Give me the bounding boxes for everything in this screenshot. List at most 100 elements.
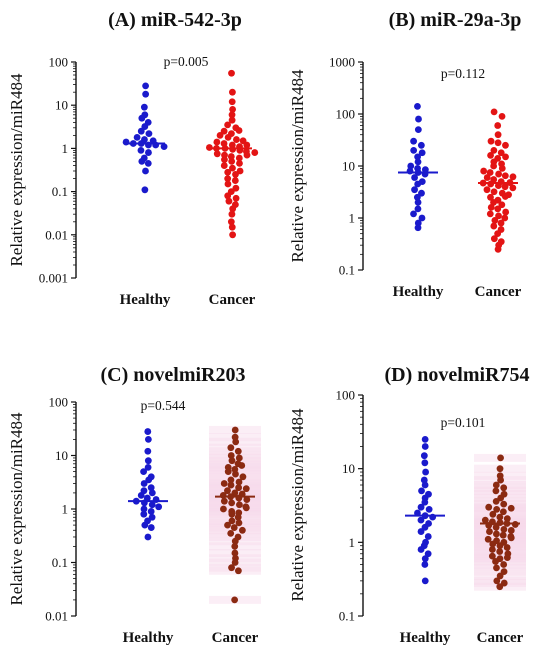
point-shadow (474, 497, 526, 506)
point-shadow (209, 481, 261, 490)
data-point-cancer (229, 105, 236, 113)
data-point-cancer (496, 465, 504, 473)
data-point-healthy (138, 158, 146, 165)
data-point-cancer (500, 525, 508, 533)
data-point-cancer (499, 508, 507, 516)
data-point-healthy (147, 524, 155, 531)
data-point-healthy (147, 508, 155, 515)
data-point-cancer (227, 529, 235, 537)
point-shadow (474, 535, 526, 544)
data-point-healthy (418, 189, 425, 197)
point-shadow (474, 567, 526, 576)
point-shadow (474, 533, 526, 542)
data-point-healthy (155, 503, 163, 511)
data-point-cancer (234, 567, 242, 575)
point-shadow (474, 536, 526, 545)
data-point-cancer (224, 121, 232, 129)
data-point-cancer (493, 505, 501, 513)
data-point-cancer (493, 530, 500, 538)
data-point-cancer (487, 137, 495, 145)
data-point-healthy (417, 503, 425, 511)
data-point-cancer (235, 154, 243, 162)
y-tick-label: 10 (342, 159, 355, 174)
y-axis-label: Relative expression/miR484 (7, 412, 26, 606)
data-point-cancer (239, 473, 247, 481)
data-point-cancer (494, 122, 502, 129)
data-point-cancer (494, 205, 502, 213)
y-tick-label: 0.1 (339, 263, 355, 278)
data-point-healthy (414, 153, 421, 161)
x-category-label: Healthy (393, 284, 444, 300)
data-point-cancer (501, 193, 509, 200)
data-point-healthy (142, 90, 150, 98)
data-point-cancer (228, 499, 236, 507)
data-point-healthy (424, 533, 432, 540)
data-point-healthy (148, 513, 156, 521)
point-shadow (474, 483, 526, 492)
data-point-cancer (228, 223, 236, 231)
y-tick-label: 0.001 (39, 271, 68, 286)
data-point-healthy (425, 505, 433, 513)
chart-title: (B) miR-29a-3p (389, 9, 522, 31)
data-point-cancer (499, 531, 507, 539)
chart-title: (C) novelmiR203 (101, 364, 246, 386)
data-point-healthy (141, 521, 149, 529)
data-point-cancer (498, 164, 506, 172)
data-point-cancer (490, 162, 498, 170)
y-axis-label: Relative expression/miR484 (288, 408, 307, 602)
point-shadow (474, 500, 526, 509)
point-shadow (474, 526, 526, 535)
data-point-healthy (145, 149, 152, 156)
point-shadow (474, 523, 526, 532)
data-point-cancer (507, 534, 515, 542)
data-point-cancer (235, 484, 243, 492)
data-point-cancer (502, 153, 509, 161)
data-point-cancer (229, 88, 236, 96)
data-point-cancer (231, 596, 239, 604)
data-point-cancer (220, 480, 228, 487)
data-point-cancer (220, 505, 227, 513)
point-shadow (209, 484, 261, 493)
data-point-cancer (213, 138, 221, 146)
data-point-cancer (242, 485, 250, 493)
data-point-cancer (501, 172, 509, 180)
data-point-cancer (225, 197, 233, 205)
data-point-healthy (414, 224, 422, 232)
data-point-cancer (491, 216, 499, 224)
data-point-healthy (421, 459, 429, 467)
y-tick-label: 0.1 (52, 184, 68, 199)
data-point-cancer (489, 510, 497, 518)
data-point-healthy (407, 162, 415, 170)
data-point-cancer (231, 559, 239, 566)
point-shadow (474, 529, 526, 538)
data-point-cancer (486, 528, 493, 535)
point-shadow (474, 532, 526, 541)
data-point-cancer (224, 468, 232, 476)
y-tick-label: 0.1 (339, 609, 355, 624)
data-point-cancer (224, 192, 232, 200)
x-category-label: Healthy (400, 630, 451, 646)
data-point-cancer (492, 487, 500, 495)
point-shadow (209, 529, 261, 538)
data-point-cancer (227, 476, 235, 484)
data-point-cancer (490, 146, 498, 154)
data-point-cancer (494, 139, 502, 147)
data-point-healthy (138, 114, 146, 122)
data-point-healthy (144, 457, 152, 465)
data-point-cancer (501, 214, 509, 222)
point-shadow (209, 461, 261, 470)
point-shadow (209, 483, 261, 492)
data-point-healthy (140, 505, 148, 513)
data-point-healthy (147, 484, 155, 492)
data-point-cancer (227, 452, 235, 459)
point-shadow (209, 475, 261, 484)
data-point-healthy (422, 468, 430, 476)
data-point-healthy (133, 133, 141, 141)
data-point-healthy (414, 205, 422, 213)
data-point-cancer (507, 527, 515, 534)
data-point-cancer (496, 548, 504, 555)
data-point-cancer (221, 156, 228, 164)
data-point-cancer (487, 203, 495, 211)
point-shadow (474, 579, 526, 588)
data-point-healthy (417, 141, 425, 149)
